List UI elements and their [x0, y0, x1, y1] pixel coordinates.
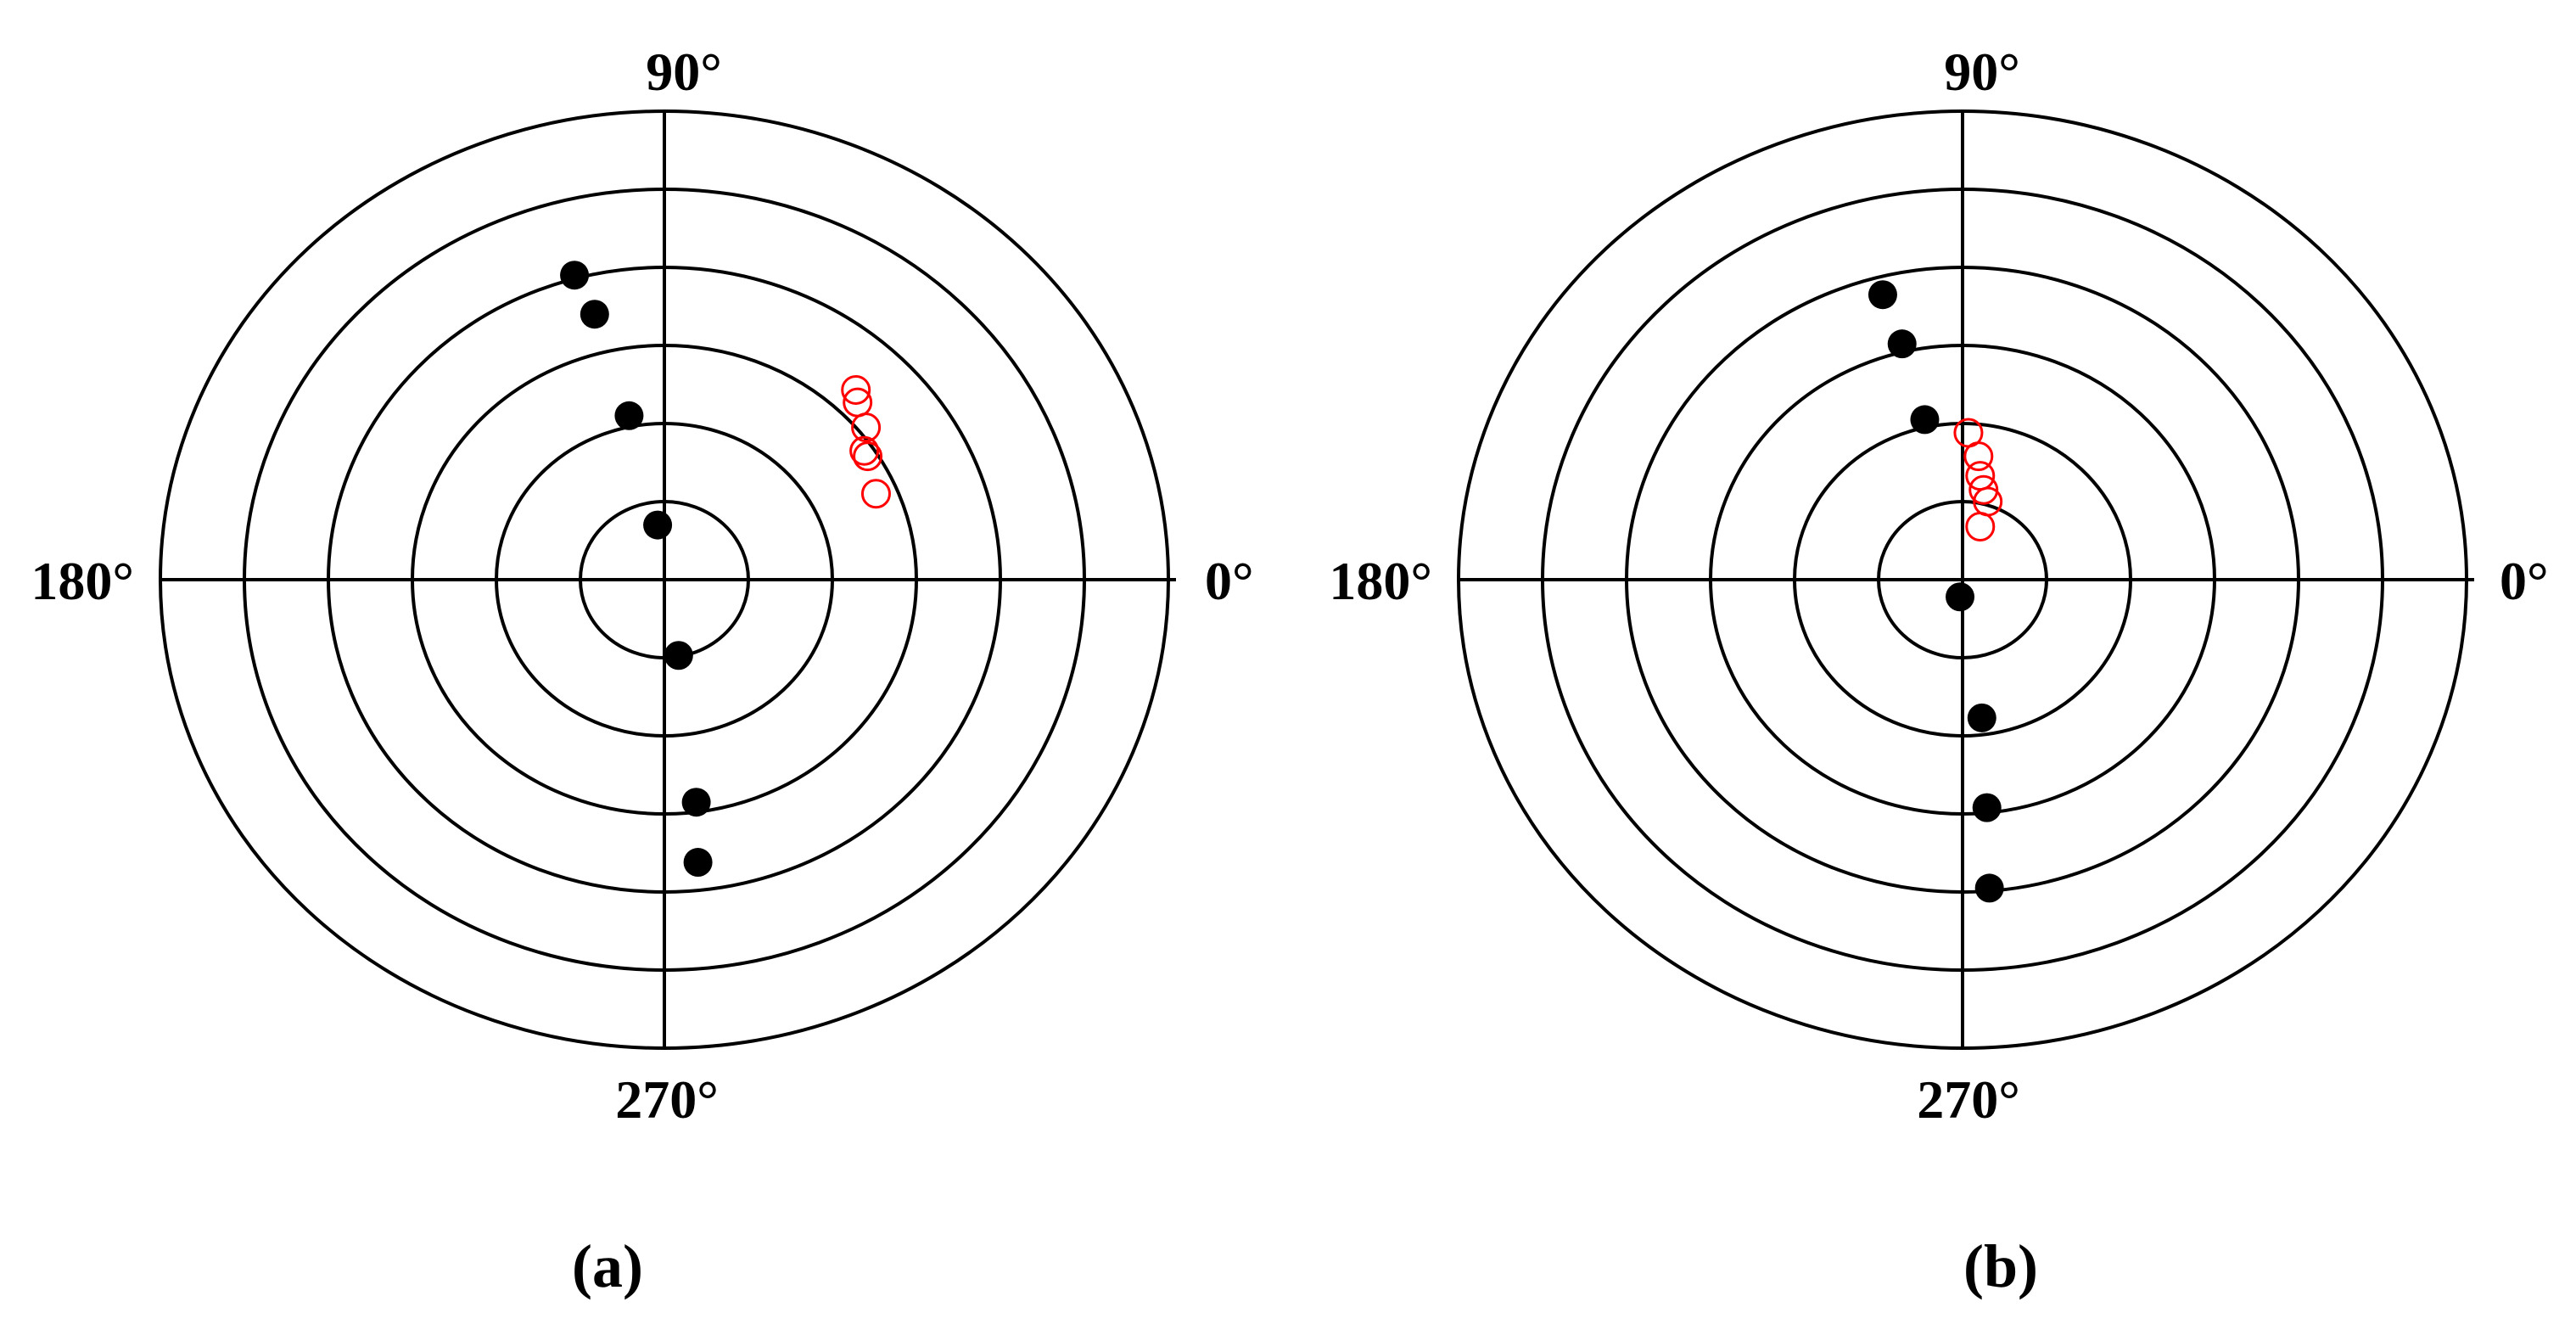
- panel-label-b: (b): [1963, 1232, 2038, 1300]
- angle-label-90-a: 90°: [646, 42, 722, 102]
- filled-data-point-7: [683, 848, 713, 878]
- angle-label-180-a: 180°: [31, 551, 134, 611]
- filled-data-point-1: [1868, 280, 1897, 310]
- data-points-a: [560, 261, 891, 878]
- angle-label-0-b: 0°: [2500, 551, 2549, 611]
- filled-data-point-3: [614, 401, 644, 430]
- polar-plot-b: 90° 0° 180° 270° (b): [1329, 42, 2548, 1300]
- filled-data-point-6: [681, 788, 711, 817]
- filled-data-point-2: [580, 300, 609, 329]
- angle-label-180-b: 180°: [1329, 551, 1432, 611]
- data-points-b: [1868, 280, 2004, 903]
- filled-data-point-6: [1972, 793, 2002, 822]
- polar-plot-a: 90° 0° 180° 270° (a): [31, 42, 1253, 1300]
- filled-data-point-7: [1974, 873, 2004, 903]
- filled-data-point-3: [1910, 405, 1940, 435]
- filled-data-point-5: [1967, 703, 1996, 732]
- filled-data-point-2: [1887, 329, 1917, 359]
- filled-data-point-4: [1946, 582, 1975, 612]
- open-data-point-5: [853, 441, 883, 472]
- panel-label-a: (a): [572, 1232, 643, 1300]
- filled-data-point-4: [643, 510, 673, 540]
- angle-label-270-b: 270°: [1917, 1069, 2020, 1130]
- angle-label-90-b: 90°: [1944, 42, 2020, 102]
- angle-label-0-a: 0°: [1205, 551, 1254, 611]
- open-data-point-1: [841, 374, 871, 405]
- open-data-point-2: [1963, 441, 1994, 472]
- open-data-point-6: [1965, 511, 1996, 541]
- open-data-point-3: [851, 412, 882, 443]
- open-data-point-6: [860, 479, 891, 509]
- filled-data-point-5: [664, 641, 693, 670]
- filled-data-point-1: [560, 261, 590, 290]
- open-data-point-4: [1968, 474, 1999, 505]
- open-data-point-4: [849, 435, 880, 466]
- angle-label-270-a: 270°: [615, 1069, 719, 1130]
